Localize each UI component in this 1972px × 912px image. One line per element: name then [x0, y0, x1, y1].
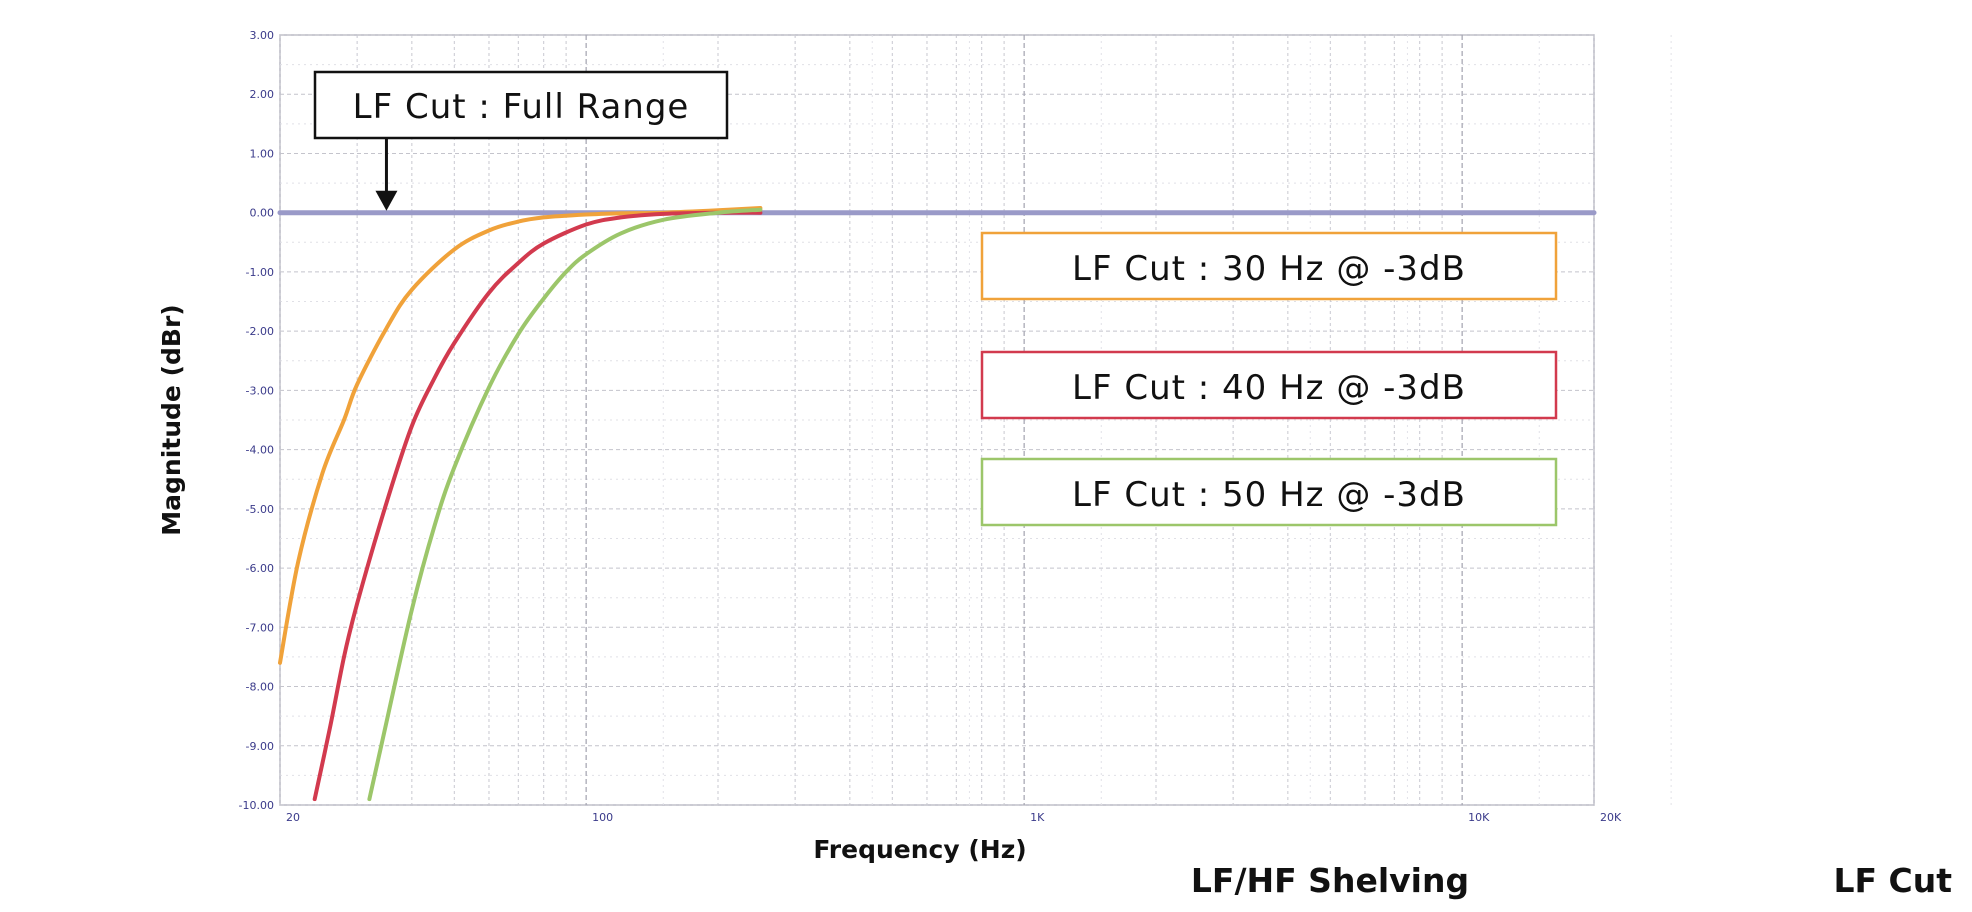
- annotation-40hz-label: LF Cut : 40 Hz @ -3dB: [1072, 368, 1466, 408]
- series-lines: [277, 206, 1597, 802]
- annotation-40hz-box: [980, 350, 1558, 420]
- annotation-full-range-label: LF Cut : Full Range: [353, 87, 690, 127]
- plot-area: [279, 34, 1595, 806]
- y-tick-label: -3.00: [246, 384, 274, 397]
- y-tick-label: 0.00: [250, 207, 275, 220]
- y-tick-label: 2.00: [250, 88, 275, 101]
- x-tick-label: 100: [592, 811, 613, 824]
- annotation-50hz: LF Cut : 50 Hz @ -3dB: [980, 457, 1558, 527]
- annotation-full-range-box: [313, 70, 729, 140]
- x-tick-labels: 20 100 1K 10K 20K: [286, 811, 1622, 824]
- caption-shelving: LF/HF Shelving: [1191, 861, 1469, 900]
- annotation-30hz-box: [980, 231, 1558, 301]
- y-tick-label: -2.00: [246, 325, 274, 338]
- x-tick-label: 20K: [1600, 811, 1622, 824]
- annotation-30hz-label: LF Cut : 30 Hz @ -3dB: [1072, 249, 1466, 289]
- x-tick-label: 20: [286, 811, 300, 824]
- annotation-50hz-box: [980, 457, 1558, 527]
- series-line-1: [278, 206, 763, 665]
- y-axis-title: Magnitude (dBr): [157, 304, 186, 535]
- y-tick-label: 1.00: [250, 147, 275, 160]
- y-tick-label: -9.00: [246, 740, 274, 753]
- y-tick-label: -5.00: [246, 503, 274, 516]
- annotation-50hz-label: LF Cut : 50 Hz @ -3dB: [1072, 475, 1466, 515]
- y-tick-label: -10.00: [239, 799, 274, 812]
- y-tick-labels: 3.00 2.00 1.00 0.00 -1.00 -2.00 -3.00 -4.00 -5.0…: [239, 29, 274, 812]
- y-tick-label: -4.00: [246, 444, 274, 457]
- annotation-full-range: LF Cut : Full Range: [313, 70, 729, 211]
- y-tick-label: 3.00: [250, 29, 275, 42]
- y-tick-label: -6.00: [246, 562, 274, 575]
- x-tick-label: 1K: [1030, 811, 1045, 824]
- y-tick-label: -7.00: [246, 621, 274, 634]
- x-tick-label: 10K: [1468, 811, 1490, 824]
- series-line-2: [312, 210, 763, 802]
- arrow-head-icon: [375, 190, 398, 211]
- y-tick-label: -1.00: [246, 266, 274, 279]
- annotation-30hz: LF Cut : 30 Hz @ -3dB: [980, 231, 1558, 301]
- x-axis-title: Frequency (Hz): [813, 835, 1026, 864]
- caption-lf-cut: LF Cut: [1833, 861, 1952, 900]
- annotation-40hz: LF Cut : 40 Hz @ -3dB: [980, 350, 1558, 420]
- series-line-3: [367, 207, 763, 802]
- y-tick-label: -8.00: [246, 681, 274, 694]
